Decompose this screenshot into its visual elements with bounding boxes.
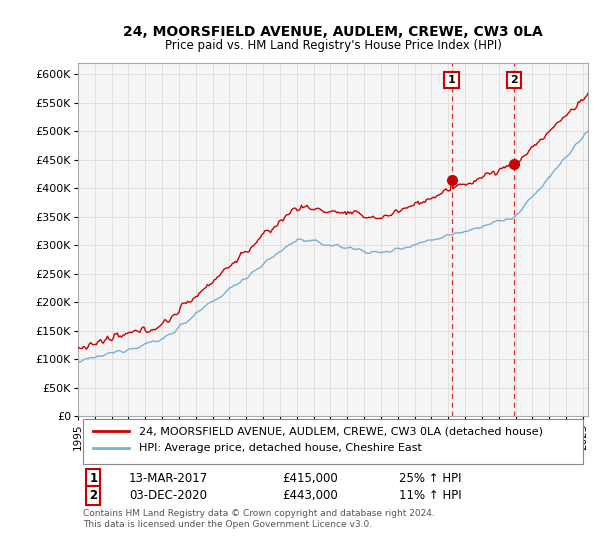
Text: HPI: Average price, detached house, Cheshire East: HPI: Average price, detached house, Ches…: [139, 443, 422, 453]
FancyBboxPatch shape: [83, 419, 583, 464]
Text: 1: 1: [448, 75, 455, 85]
Text: 13-MAR-2017: 13-MAR-2017: [129, 472, 208, 485]
Text: 2: 2: [89, 489, 97, 502]
Text: Price paid vs. HM Land Registry's House Price Index (HPI): Price paid vs. HM Land Registry's House …: [164, 39, 502, 52]
Text: 03-DEC-2020: 03-DEC-2020: [129, 489, 207, 502]
Text: £415,000: £415,000: [282, 472, 338, 485]
Text: £443,000: £443,000: [282, 489, 338, 502]
Text: 24, MOORSFIELD AVENUE, AUDLEM, CREWE, CW3 0LA (detached house): 24, MOORSFIELD AVENUE, AUDLEM, CREWE, CW…: [139, 426, 543, 436]
Text: 24, MOORSFIELD AVENUE, AUDLEM, CREWE, CW3 0LA: 24, MOORSFIELD AVENUE, AUDLEM, CREWE, CW…: [123, 25, 543, 39]
Text: 11% ↑ HPI: 11% ↑ HPI: [400, 489, 462, 502]
Text: 25% ↑ HPI: 25% ↑ HPI: [400, 472, 462, 485]
Text: Contains HM Land Registry data © Crown copyright and database right 2024.
This d: Contains HM Land Registry data © Crown c…: [83, 510, 435, 529]
Text: 1: 1: [89, 472, 97, 485]
Text: 2: 2: [511, 75, 518, 85]
